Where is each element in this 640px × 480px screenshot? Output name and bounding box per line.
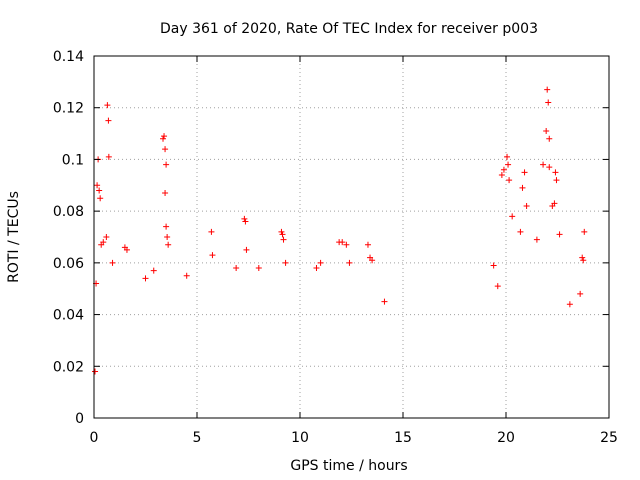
data-point (551, 200, 558, 207)
data-point (533, 236, 540, 243)
data-point (544, 86, 551, 93)
data-point (105, 153, 112, 160)
data-point (96, 187, 103, 194)
data-point (506, 177, 513, 184)
data-point (517, 228, 524, 235)
data-point (162, 146, 169, 153)
data-point (255, 265, 262, 272)
x-tick-label: 15 (394, 430, 412, 446)
data-point (313, 265, 320, 272)
data-point (552, 169, 559, 176)
data-point (241, 215, 248, 222)
y-tick-label: 0.04 (53, 308, 84, 324)
data-point (183, 272, 190, 279)
plot-frame (93, 55, 610, 419)
data-point (579, 254, 586, 261)
data-point (369, 257, 376, 264)
data-point (233, 265, 240, 272)
data-point (546, 164, 553, 171)
data-point (165, 241, 172, 248)
data-point (339, 239, 346, 246)
data-point (92, 368, 99, 375)
data-point (280, 236, 287, 243)
data-point (161, 133, 168, 140)
data-point (164, 234, 171, 240)
chart-title: Day 361 of 2020, Rate Of TEC Index for r… (160, 21, 538, 37)
data-point (364, 241, 371, 248)
data-point (163, 161, 170, 168)
y-tick-label: 0.14 (53, 49, 84, 65)
data-point (97, 195, 104, 202)
data-point (505, 161, 512, 168)
data-point (519, 184, 526, 191)
data-point (494, 283, 501, 290)
data-point (209, 252, 216, 259)
data-point (103, 234, 110, 240)
data-point (150, 267, 157, 274)
data-point (100, 239, 107, 246)
data-point (208, 228, 215, 235)
data-point (278, 228, 285, 235)
data-point (94, 182, 101, 189)
data-point (162, 190, 169, 197)
data-point (553, 177, 560, 184)
data-point (163, 223, 170, 230)
x-axis-title: GPS time / hours (290, 458, 407, 474)
data-point (500, 166, 507, 173)
data-point (580, 257, 587, 264)
data-point (545, 99, 552, 106)
data-point (509, 213, 516, 220)
data-point (317, 259, 324, 266)
data-points (92, 86, 588, 375)
x-tick-label: 0 (90, 430, 99, 446)
data-point (142, 275, 149, 282)
data-point (343, 241, 350, 248)
x-tick-label: 10 (291, 430, 309, 446)
data-point (104, 102, 111, 109)
data-point (577, 290, 584, 297)
axes: 0 0.02 0.04 0.06 0.08 0.1 0.12 0.14 0 5 10 15 20 25 (53, 49, 618, 446)
data-point (523, 202, 530, 209)
data-point (346, 259, 353, 266)
data-point (581, 228, 588, 235)
data-point (109, 259, 116, 266)
y-tick-label: 0 (75, 411, 84, 427)
data-point (242, 218, 249, 225)
data-point (243, 246, 250, 253)
y-tick-label: 0.08 (53, 204, 84, 220)
data-point (556, 231, 563, 238)
y-tick-label: 0.06 (53, 256, 84, 272)
data-point (282, 259, 289, 266)
grid (94, 56, 609, 418)
data-point (521, 169, 528, 176)
y-axis-title: ROTI / TECUs (6, 191, 22, 283)
data-point (105, 117, 112, 124)
data-point (504, 153, 511, 160)
data-point (123, 246, 130, 253)
data-point (566, 301, 573, 308)
x-tick-label: 25 (600, 430, 618, 446)
x-tick-label: 20 (497, 430, 515, 446)
y-tick-label: 0.1 (62, 152, 84, 168)
data-point (490, 262, 497, 269)
data-point (498, 171, 505, 178)
data-point (540, 161, 547, 168)
data-point (279, 231, 286, 238)
y-tick-label: 0.02 (53, 359, 84, 375)
data-point (381, 298, 388, 305)
data-point (543, 127, 550, 134)
y-tick-label: 0.12 (53, 101, 84, 117)
data-point (546, 135, 553, 142)
x-tick-label: 5 (193, 430, 202, 446)
data-point (160, 135, 167, 142)
